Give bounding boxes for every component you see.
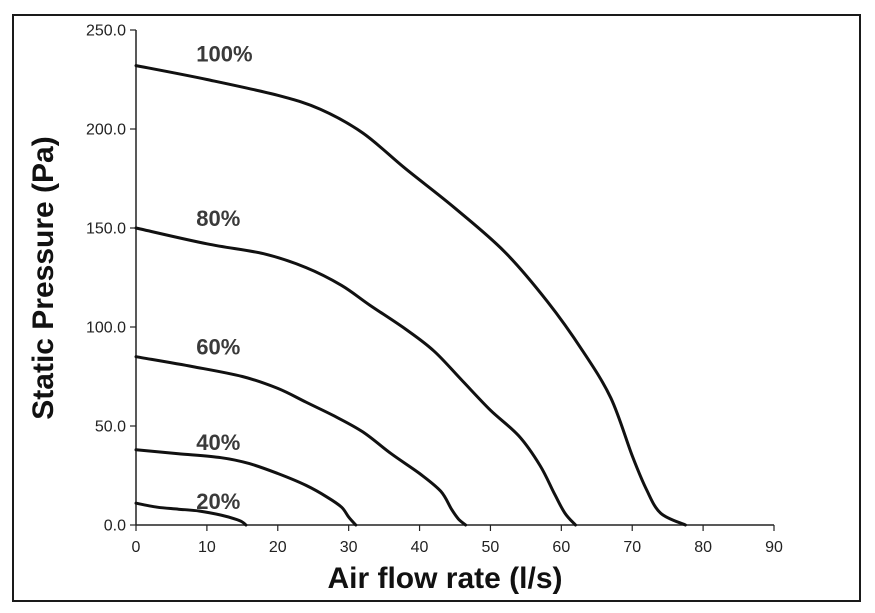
y-tick-label: 100.0: [86, 320, 126, 337]
y-tick-label: 200.0: [86, 122, 126, 139]
x-tick-label: 0: [132, 539, 141, 556]
x-tick-label: 50: [482, 539, 500, 556]
axes: [135, 30, 774, 526]
series-line-100pct: [134, 64, 687, 527]
x-tick-label: 90: [765, 539, 783, 556]
series-label-20pct: 20%: [196, 489, 240, 514]
series-line-60pct: [134, 355, 468, 527]
series-line-20pct: [134, 501, 248, 527]
series-labels: 100% 80% 60% 40% 20%: [196, 42, 252, 514]
x-tick-label: 80: [694, 539, 712, 556]
x-tick-label: 10: [198, 539, 216, 556]
x-tick-label: 30: [340, 539, 358, 556]
series-label-100pct: 100%: [196, 42, 252, 67]
series-label-80pct: 80%: [196, 206, 240, 231]
x-axis-title: Air flow rate (l/s): [327, 562, 562, 595]
x-ticks: 0 10 20 30 40 50 60 70 80 90: [132, 525, 783, 556]
y-tick-label: 50.0: [95, 419, 126, 436]
x-tick-label: 20: [269, 539, 287, 556]
x-tick-label: 70: [623, 539, 641, 556]
series-lines: [134, 64, 687, 527]
chart-frame: [12, 14, 861, 602]
y-tick-label: 150.0: [86, 221, 126, 238]
y-tick-label: 250.0: [86, 23, 126, 40]
x-tick-label: 40: [411, 539, 429, 556]
series-line-40pct: [134, 448, 358, 527]
x-tick-label: 60: [552, 539, 570, 556]
y-axis-title: Static Pressure (Pa): [27, 136, 60, 419]
y-tick-label: 0.0: [104, 518, 126, 535]
series-line-80pct: [134, 226, 577, 527]
series-label-40pct: 40%: [196, 430, 240, 455]
y-ticks: 0.0 50.0 100.0 150.0 200.0 250.0: [86, 23, 136, 535]
series-label-60pct: 60%: [196, 335, 240, 360]
